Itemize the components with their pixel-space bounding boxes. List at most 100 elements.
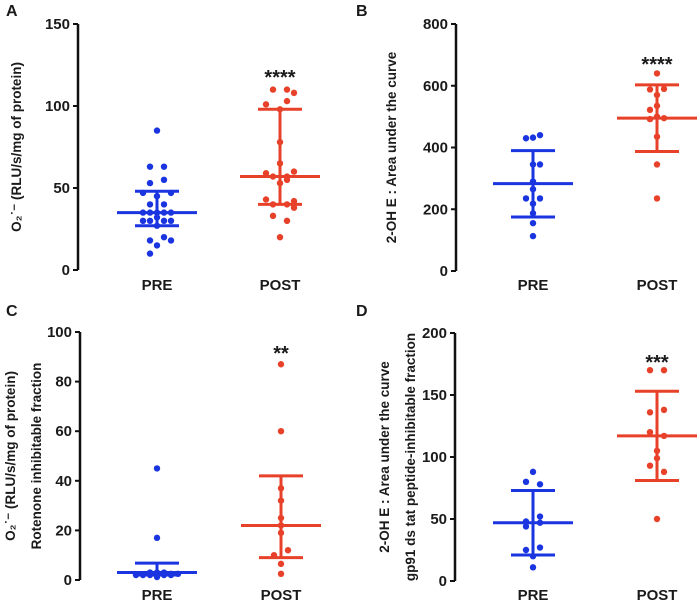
data-point <box>146 201 154 208</box>
significance-stars: **** <box>264 67 295 89</box>
data-point <box>160 176 168 183</box>
y-tick-label: 200 <box>423 201 448 218</box>
data-point <box>283 86 291 93</box>
y-axis-label: O₂˙⁻ (RLU/s/mg of protein) <box>9 62 24 232</box>
data-point <box>262 196 270 203</box>
y-tick-label: 100 <box>422 449 447 466</box>
y-tick-label: 40 <box>55 473 72 490</box>
data-point <box>290 204 298 211</box>
data-point <box>536 544 544 551</box>
data-point <box>276 234 284 241</box>
y-tick-label: 0 <box>62 262 70 279</box>
y-tick-label: 20 <box>55 522 72 539</box>
x-category-label: POST <box>637 587 678 604</box>
y-axis-label: O₂˙⁻ (RLU/s/mg of protein) <box>3 371 18 541</box>
y-tick-label: 100 <box>47 324 72 341</box>
y-tick-label: 150 <box>422 387 447 404</box>
data-point <box>290 197 298 205</box>
x-category-label: PRE <box>518 587 549 604</box>
data-point <box>269 212 277 220</box>
series-post <box>617 70 697 202</box>
data-point <box>653 195 661 202</box>
y-tick-label: 800 <box>423 16 448 33</box>
y-tick-label: 0 <box>439 573 447 590</box>
y-tick-label: 600 <box>423 78 448 95</box>
data-point <box>146 163 154 170</box>
data-point <box>284 547 292 554</box>
panel-b: B 0 200 400 600 800 2-OH E : Area under the cu… <box>356 3 697 294</box>
y-tick-label: 50 <box>430 511 447 528</box>
series-pre <box>117 127 197 257</box>
data-point <box>646 106 654 114</box>
data-point <box>153 534 161 542</box>
data-point <box>153 465 161 472</box>
x-category-label: PRE <box>142 587 173 604</box>
series-post <box>240 86 320 241</box>
data-point <box>536 161 544 168</box>
panel-c: C 0 20 40 60 80 100 O₂˙⁻ (RLU/s/mg of protein) R… <box>3 303 321 604</box>
data-point <box>146 250 154 257</box>
data-point <box>522 546 530 554</box>
data-point <box>529 468 537 476</box>
data-point <box>146 217 154 224</box>
data-point <box>646 86 654 93</box>
panel-d: D 0 50 100 150 200 2-OH E : Area under the cur… <box>356 303 697 604</box>
data-point <box>167 217 175 224</box>
data-point <box>536 513 544 520</box>
data-point <box>277 361 285 368</box>
x-category-label: POST <box>261 587 302 604</box>
y-axis-label: gp91 ds tat peptide-inhibitable fraction <box>403 333 418 581</box>
data-point <box>653 161 661 168</box>
data-point <box>653 515 661 523</box>
data-point <box>522 135 530 142</box>
data-point <box>160 201 168 208</box>
data-point <box>167 237 175 244</box>
data-point <box>160 163 168 170</box>
data-point <box>529 564 537 571</box>
panel-a: A 0 50 100 150 O₂˙⁻ (RLU/s/mg of protein) PRE P… <box>6 3 320 294</box>
data-point <box>660 468 668 476</box>
series-pre <box>493 468 573 571</box>
data-point <box>283 217 291 224</box>
data-point <box>646 462 654 469</box>
series-post <box>617 367 697 523</box>
panel-label: A <box>6 3 18 20</box>
data-point <box>522 478 530 485</box>
x-category-label: PRE <box>518 277 549 294</box>
data-point <box>646 429 654 436</box>
y-axis-label: 2-OH E : Area under the curve <box>384 51 399 243</box>
data-point <box>146 179 154 187</box>
data-point <box>529 219 537 227</box>
data-point <box>646 409 654 416</box>
data-point <box>153 242 161 249</box>
data-point <box>522 523 530 530</box>
data-point <box>522 195 530 202</box>
data-point <box>283 176 291 183</box>
panel-label: C <box>6 303 18 320</box>
significance-stars: **** <box>641 54 672 76</box>
data-point <box>153 127 161 134</box>
data-point <box>529 232 537 240</box>
data-point <box>146 237 154 244</box>
x-category-label: PRE <box>142 277 173 294</box>
data-point <box>536 195 544 202</box>
series-post <box>241 361 321 577</box>
y-axis-label: Rotenone inhibitable fraction <box>29 363 44 550</box>
y-tick-label: 200 <box>422 325 447 342</box>
series-pre <box>493 131 573 240</box>
y-tick-label: 0 <box>440 263 448 280</box>
significance-stars: ** <box>273 343 289 365</box>
data-point <box>653 70 661 77</box>
y-tick-label: 150 <box>45 16 70 33</box>
data-point <box>290 168 298 175</box>
x-category-label: POST <box>637 277 678 294</box>
data-point <box>283 97 291 105</box>
data-point <box>262 170 270 177</box>
y-tick-label: 50 <box>53 180 70 197</box>
data-point <box>160 234 168 241</box>
data-point <box>139 217 147 224</box>
data-point <box>262 101 270 108</box>
data-point <box>536 131 544 139</box>
data-point <box>660 406 668 414</box>
